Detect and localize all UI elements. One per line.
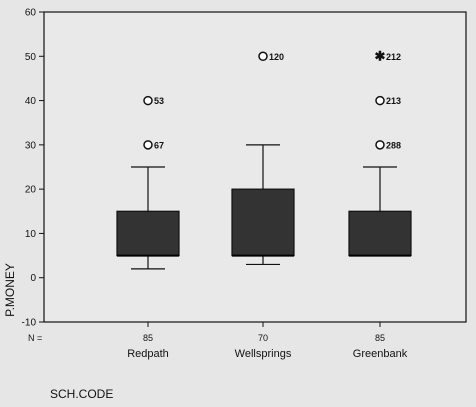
outlier-circle-marker xyxy=(143,140,153,150)
box xyxy=(231,188,295,257)
y-tick-label: 20 xyxy=(25,185,37,196)
outlier-label: 288 xyxy=(386,140,401,150)
outlier-circle-marker xyxy=(375,140,385,150)
outlier-star-marker: ✱ xyxy=(375,48,386,63)
outlier-label: 120 xyxy=(269,52,284,62)
box xyxy=(348,210,412,257)
category-label: Greenbank xyxy=(353,348,408,360)
outlier-label: 53 xyxy=(154,96,164,106)
plot-area xyxy=(43,11,467,323)
n-value-label: 70 xyxy=(258,333,268,343)
box xyxy=(116,210,180,257)
n-prefix-label: N = xyxy=(28,333,42,343)
n-value-label: 85 xyxy=(375,333,385,343)
y-tick-label: 10 xyxy=(25,229,37,240)
x-axis-title: SCH.CODE xyxy=(50,387,113,401)
n-value-label: 85 xyxy=(143,333,153,343)
y-tick-label: -10 xyxy=(22,318,37,329)
y-axis-title: P.MONEY xyxy=(3,263,17,317)
y-tick-label: 30 xyxy=(25,140,37,151)
y-tick-label: 60 xyxy=(25,8,37,19)
y-tick-label: 50 xyxy=(25,52,37,63)
outlier-label: 213 xyxy=(386,96,401,106)
category-label: Redpath xyxy=(127,348,169,360)
outlier-circle-marker xyxy=(258,51,268,62)
outlier-circle-marker xyxy=(143,95,153,106)
y-tick-label: 0 xyxy=(30,273,36,284)
category-label: Wellsprings xyxy=(235,348,292,360)
y-tick-label: 40 xyxy=(25,96,37,107)
outlier-label: 67 xyxy=(154,140,164,150)
outlier-circle-marker xyxy=(375,95,385,106)
outlier-label: 212 xyxy=(386,52,401,62)
